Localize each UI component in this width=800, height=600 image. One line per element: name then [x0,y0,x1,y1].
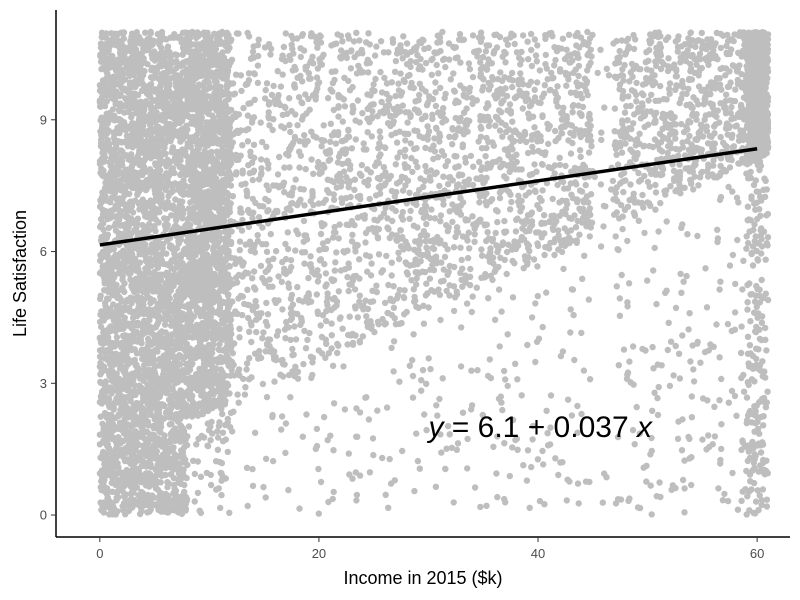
x-tick-label: 60 [750,546,764,561]
x-tick-label: 40 [531,546,545,561]
regression-equation: y = 6.1 + 0.037 x [426,411,653,444]
equation-y-var: y [426,411,445,444]
y-tick-label: 9 [40,112,47,127]
data-point-cloud [96,28,772,518]
scatter-points [96,28,772,518]
y-tick-label: 0 [40,508,47,523]
equation-body: = 6.1 + 0.037 [443,411,637,444]
regression-line [99,147,758,247]
y-tick-label: 3 [40,376,47,391]
x-axis-title: Income in 2015 ($k) [343,568,502,588]
y-axis-title: Life Satisfaction [10,210,30,337]
equation-x-var: x [635,411,653,444]
x-tick-label: 0 [96,546,103,561]
y-tick-label: 6 [40,244,47,259]
x-tick-label: 20 [312,546,326,561]
y-axis-ticks: 0 3 6 9 [40,112,56,523]
x-axis-ticks: 0 20 40 60 [96,537,764,561]
